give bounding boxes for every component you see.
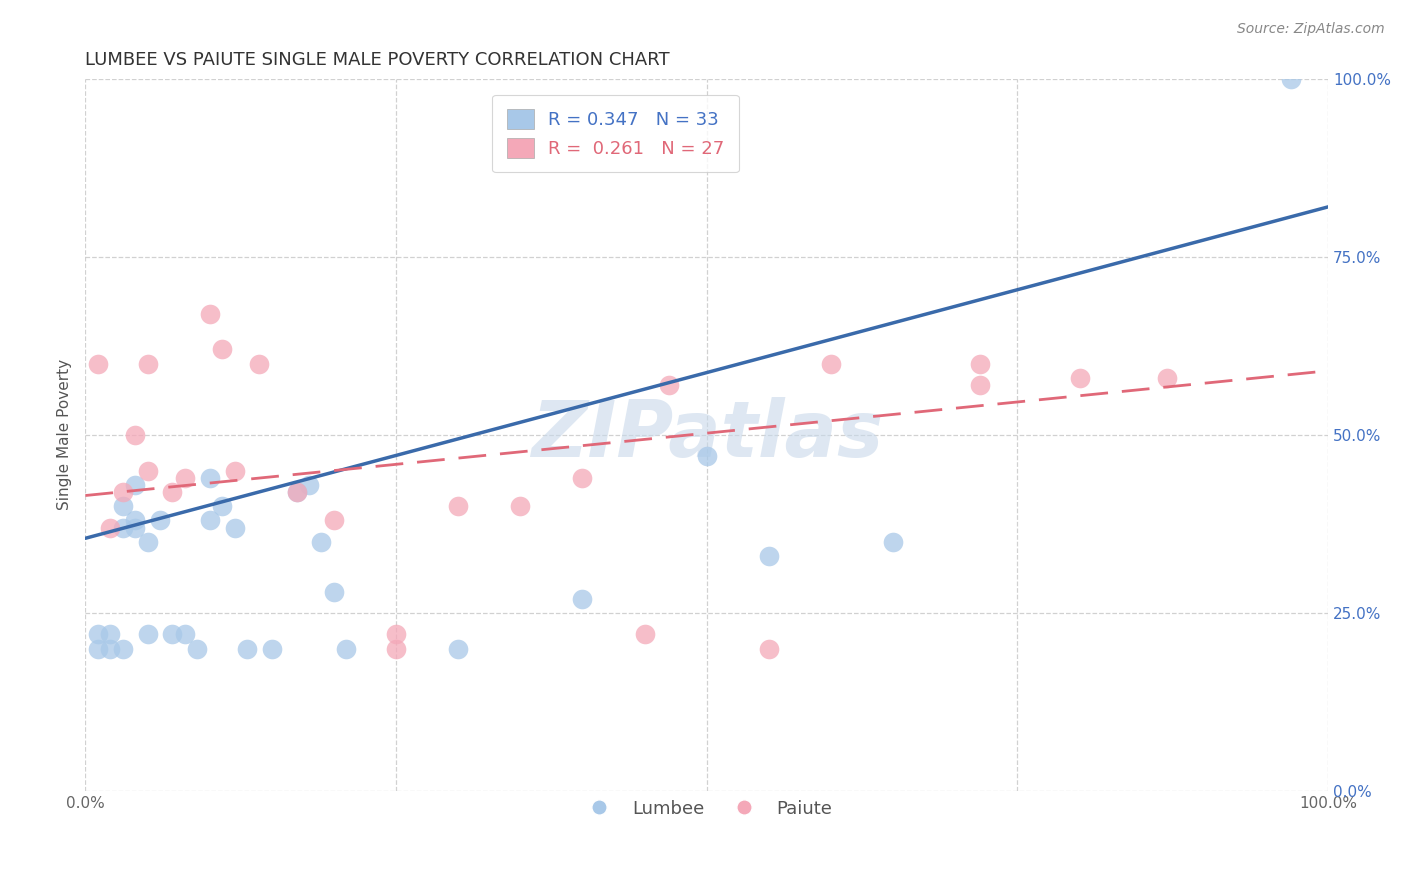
Point [136,464,159,478]
Point [969,357,991,371]
Point [882,534,904,549]
Point [124,513,146,527]
Point [658,378,681,392]
Point [162,485,184,500]
Point [124,520,146,534]
Point [285,485,308,500]
Point [298,478,321,492]
Point [509,499,531,513]
Y-axis label: Single Male Poverty: Single Male Poverty [58,359,72,510]
Point [571,591,593,606]
Point [696,450,718,464]
Point [98,520,121,534]
Point [323,584,346,599]
Point [260,641,283,656]
Text: ZIPatlas: ZIPatlas [530,397,883,473]
Point [136,534,159,549]
Point [285,485,308,500]
Point [186,641,208,656]
Point [211,499,233,513]
Point [111,499,134,513]
Point [969,378,991,392]
Point [198,513,221,527]
Point [247,357,270,371]
Point [124,428,146,442]
Point [571,471,593,485]
Point [198,471,221,485]
Point [385,627,408,641]
Point [224,520,246,534]
Point [447,499,470,513]
Point [162,627,184,641]
Point [236,641,259,656]
Point [87,627,110,641]
Point [98,641,121,656]
Point [1156,371,1178,385]
Point [335,641,357,656]
Text: LUMBEE VS PAIUTE SINGLE MALE POVERTY CORRELATION CHART: LUMBEE VS PAIUTE SINGLE MALE POVERTY COR… [86,51,671,69]
Point [111,520,134,534]
Point [758,641,780,656]
Point [385,641,408,656]
Point [149,513,172,527]
Point [1279,71,1302,86]
Point [198,307,221,321]
Point [633,627,655,641]
Point [136,357,159,371]
Point [820,357,842,371]
Point [111,485,134,500]
Text: Source: ZipAtlas.com: Source: ZipAtlas.com [1237,22,1385,37]
Point [758,549,780,563]
Point [124,478,146,492]
Point [173,627,195,641]
Legend: Lumbee, Paiute: Lumbee, Paiute [574,793,839,825]
Point [211,343,233,357]
Point [323,513,346,527]
Point [111,641,134,656]
Point [87,641,110,656]
Point [311,534,333,549]
Point [136,627,159,641]
Point [173,471,195,485]
Point [224,464,246,478]
Point [1069,371,1091,385]
Point [87,357,110,371]
Point [98,627,121,641]
Point [447,641,470,656]
